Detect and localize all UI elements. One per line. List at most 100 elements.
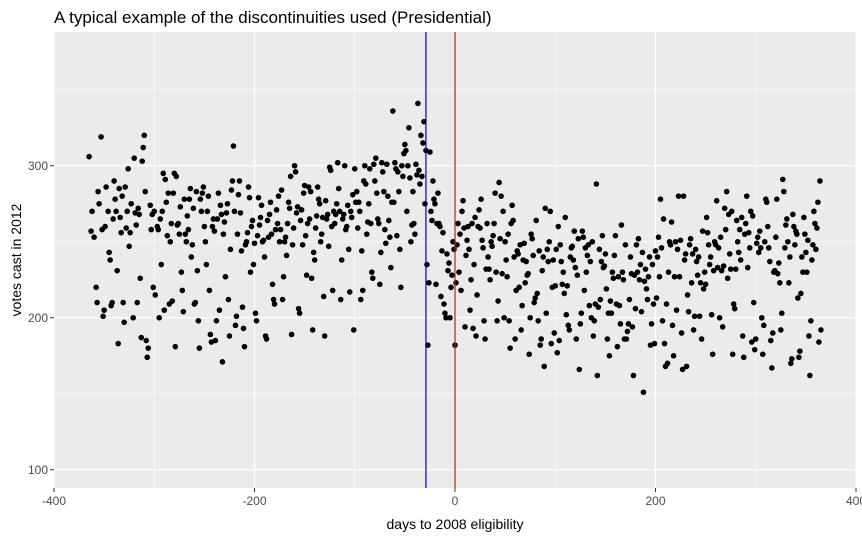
data-point <box>484 220 490 227</box>
data-point <box>449 272 455 279</box>
data-point <box>318 231 325 237</box>
data-point <box>661 340 668 347</box>
data-point <box>510 217 516 224</box>
data-point <box>653 295 660 301</box>
data-point <box>469 220 475 227</box>
data-point <box>614 343 621 350</box>
data-point <box>794 231 800 237</box>
data-point <box>193 188 200 195</box>
data-point <box>296 310 303 317</box>
data-point <box>536 248 543 254</box>
data-point <box>163 199 170 206</box>
data-point <box>337 296 344 303</box>
data-point <box>124 208 130 215</box>
data-point <box>556 337 563 344</box>
data-point <box>413 161 419 168</box>
data-point <box>283 252 290 259</box>
data-point <box>412 231 418 237</box>
data-point <box>531 299 537 306</box>
data-point <box>575 235 582 242</box>
data-point <box>557 242 564 248</box>
data-point <box>298 207 305 213</box>
data-point <box>492 190 498 196</box>
data-point <box>506 318 512 324</box>
data-point <box>187 185 194 192</box>
data-point <box>221 219 228 225</box>
data-point <box>626 296 633 303</box>
data-point <box>327 167 334 174</box>
data-point <box>230 143 237 149</box>
data-point <box>608 310 615 317</box>
data-point <box>405 162 411 169</box>
data-point <box>105 208 111 215</box>
data-point <box>106 249 112 256</box>
data-point <box>463 252 469 259</box>
data-point <box>769 330 776 336</box>
data-point <box>220 231 227 237</box>
data-point <box>256 222 263 228</box>
data-point <box>455 220 461 227</box>
data-point <box>790 211 796 218</box>
data-point <box>692 246 699 253</box>
data-point <box>636 276 643 283</box>
data-point <box>184 213 191 219</box>
data-point <box>481 318 487 324</box>
data-point <box>140 144 147 151</box>
data-point <box>226 333 233 339</box>
data-point <box>643 286 650 292</box>
data-point <box>707 254 714 260</box>
data-point <box>698 336 705 342</box>
data-point <box>657 196 664 202</box>
data-point <box>717 234 724 240</box>
data-point <box>159 208 166 215</box>
data-point <box>135 205 142 212</box>
data-point <box>678 330 685 336</box>
data-point <box>261 254 268 260</box>
data-point <box>686 242 693 248</box>
data-point <box>612 232 619 239</box>
data-point <box>417 181 423 187</box>
data-point <box>305 184 312 190</box>
data-point <box>576 366 583 373</box>
data-point <box>370 161 377 168</box>
data-point <box>746 245 753 251</box>
data-point <box>297 217 304 224</box>
data-point <box>406 124 412 131</box>
data-point <box>147 202 154 209</box>
data-point <box>745 229 752 236</box>
data-point <box>359 287 366 294</box>
data-point <box>535 318 542 324</box>
data-point <box>812 220 818 227</box>
data-point <box>619 269 626 275</box>
data-point <box>789 356 795 362</box>
data-point <box>663 301 670 307</box>
data-point <box>569 243 576 250</box>
data-point <box>637 261 644 268</box>
data-point <box>258 202 265 209</box>
data-point <box>446 260 452 266</box>
data-point <box>464 237 470 244</box>
data-point <box>553 246 560 253</box>
data-point <box>530 252 536 259</box>
data-point <box>310 249 317 256</box>
data-point <box>493 269 499 275</box>
data-point <box>596 246 603 253</box>
data-point <box>676 273 683 280</box>
data-point <box>748 339 755 345</box>
data-point <box>563 311 570 318</box>
data-point <box>709 351 716 358</box>
x-tick-label: 200 <box>645 494 665 508</box>
data-point <box>720 263 727 269</box>
data-point <box>418 132 424 139</box>
data-point <box>632 305 639 312</box>
data-point <box>462 324 468 330</box>
data-point <box>98 134 104 140</box>
data-point <box>382 226 388 233</box>
data-point <box>699 228 706 234</box>
data-point <box>143 337 150 344</box>
data-point <box>172 343 179 350</box>
data-point <box>485 254 491 260</box>
data-point <box>131 155 137 161</box>
data-point <box>293 210 300 216</box>
data-point <box>738 214 745 221</box>
